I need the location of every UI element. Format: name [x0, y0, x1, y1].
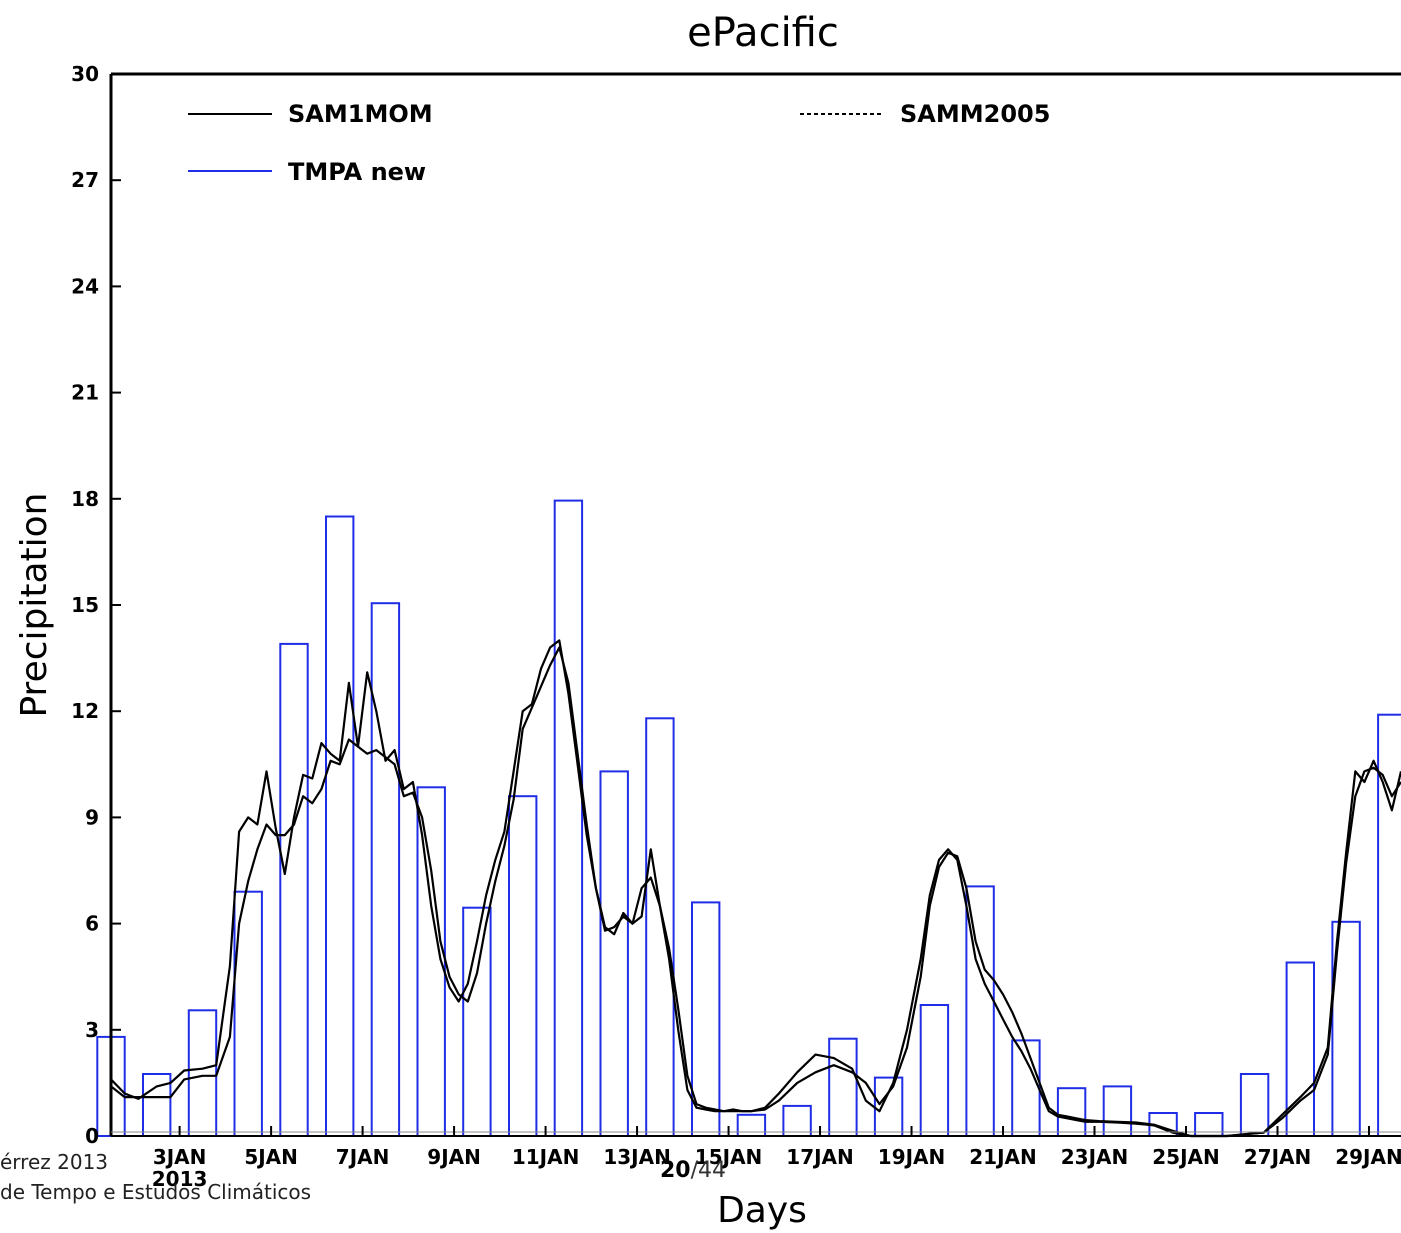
x-tick-label-6: 15JAN: [695, 1145, 763, 1169]
x-tick-label-0: 3JAN: [153, 1145, 207, 1169]
x-tick-label-10: 23JAN: [1061, 1145, 1129, 1169]
y-tick-label-4: 12: [71, 699, 99, 723]
series-line-samm2005: [110, 646, 1401, 1138]
bar-tmpa-12: [645, 717, 675, 1137]
chart-title: ePacific: [687, 10, 839, 56]
x-axis-label: Days: [717, 1190, 807, 1231]
bar-tmpa-25: [1239, 1073, 1270, 1137]
bar-tmpa-22: [1102, 1085, 1133, 1138]
y-tick-label-7: 21: [71, 381, 99, 405]
footer-left-line1: érrez 2013: [0, 1150, 109, 1174]
x-tick-label-7: 17JAN: [786, 1145, 854, 1169]
y-tick-label-6: 18: [71, 487, 99, 511]
legend-label-tmpa: TMPA new: [288, 158, 426, 186]
x-tick-label-9: 21JAN: [969, 1145, 1037, 1169]
bar-tmpa-11: [599, 770, 629, 1138]
legend-label-sam1mom: SAM1MOM: [288, 100, 433, 128]
bar-tmpa-5: [325, 515, 355, 1137]
page-current: 20: [660, 1158, 691, 1183]
bar-tmpa-15: [782, 1104, 812, 1138]
series-line-sam1mom: [110, 639, 1401, 1138]
lines-layer: [110, 639, 1401, 1138]
y-axis-label: Precipitation: [14, 492, 55, 717]
bar-tmpa-4: [279, 642, 309, 1138]
bar-tmpa-2: [187, 1009, 218, 1137]
footer-left-line2: de Tempo e Estudos Climáticos: [0, 1180, 312, 1204]
x-tick-label-4: 11JAN: [512, 1145, 580, 1169]
legend-label-samm2005: SAMM2005: [900, 100, 1050, 128]
axes-layer: 0 3 6 9 12 15 18 21 24 27 30 3JAN 5JAN 7JAN 9JAN 11JAN 1…: [71, 62, 1401, 1191]
bar-tmpa-10: [553, 499, 584, 1138]
x-tick-label-2: 7JAN: [336, 1145, 390, 1169]
x-year-label: 2013: [152, 1167, 208, 1191]
page-total: /44: [690, 1158, 727, 1183]
y-tick-label-0: 0: [85, 1124, 99, 1148]
y-tick-label-5: 15: [71, 593, 99, 617]
bar-tmpa-24: [1194, 1112, 1224, 1137]
x-tick-label-12: 27JAN: [1244, 1145, 1312, 1169]
bar-tmpa-20: [1011, 1039, 1041, 1138]
page-number: 20/44: [660, 1158, 726, 1183]
bar-tmpa-21: [1056, 1087, 1087, 1137]
bar-tmpa-9: [508, 795, 538, 1137]
x-tick-label-1: 5JAN: [244, 1145, 298, 1169]
y-tick-label-8: 24: [71, 274, 99, 298]
x-tick-label-13: 29JAN: [1335, 1145, 1401, 1169]
x-tick-label-3: 9JAN: [427, 1145, 481, 1169]
bar-tmpa-6: [370, 602, 401, 1137]
bar-tmpa-18: [919, 1004, 950, 1137]
legend: SAM1MOM SAMM2005 TMPA new: [188, 100, 1050, 186]
bar-tmpa-16: [828, 1037, 858, 1137]
y-tick-label-3: 9: [85, 805, 99, 829]
y-tick-label-10: 30: [71, 62, 99, 86]
x-tick-label-11: 25JAN: [1152, 1145, 1220, 1169]
y-tick-label-9: 27: [71, 168, 99, 192]
bar-tmpa-14: [736, 1113, 767, 1138]
y-tick-label-1: 3: [85, 1018, 99, 1042]
bar-tmpa-17: [873, 1076, 904, 1137]
x-tick-label-8: 19JAN: [878, 1145, 946, 1169]
y-tick-label-2: 6: [85, 912, 99, 936]
x-tick-label-5: 13JAN: [603, 1145, 671, 1169]
